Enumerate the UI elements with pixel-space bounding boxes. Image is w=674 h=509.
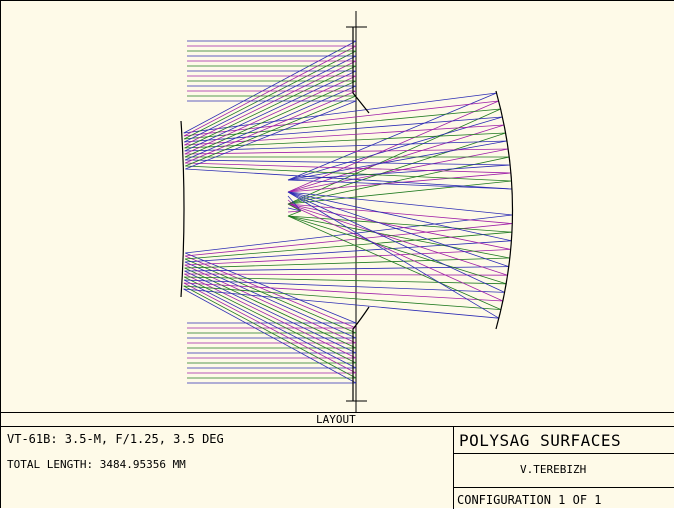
corrector-to-primary-ray (185, 100, 357, 170)
primary-to-tertiary-ray (184, 116, 503, 143)
tertiary-to-focus-ray (287, 92, 497, 181)
corrector-to-primary-ray (185, 90, 357, 164)
primary-to-tertiary-ray (185, 162, 511, 174)
primary-to-tertiary-ray (184, 273, 508, 276)
focus-ray (287, 207, 302, 212)
primary-to-tertiary-ray (184, 276, 507, 285)
primary-to-tertiary-ray (183, 288, 499, 319)
corrector-to-primary-ray (183, 288, 357, 384)
primary-to-tertiary-ray (183, 92, 497, 134)
primary-to-tertiary-ray (184, 132, 506, 149)
layout-separator-bottom (1, 426, 674, 427)
title-block-rule-2 (453, 487, 674, 488)
focus-ray (287, 203, 302, 212)
tertiary-to-focus-ray (287, 132, 506, 205)
tertiary-to-focus-ray (287, 203, 511, 250)
title-block-title: POLYSAG SURFACES (459, 431, 622, 450)
tertiary-to-focus-ray (287, 215, 512, 233)
corrector-to-primary-ray (184, 55, 357, 143)
tertiary-to-focus-ray (287, 140, 508, 181)
tertiary-to-focus-ray (287, 191, 512, 242)
corrector-bottom (352, 306, 370, 401)
corrector-to-primary-ray (184, 70, 357, 152)
author-text: V.TEREBIZH (520, 463, 587, 476)
tertiary-to-focus-ray (287, 203, 513, 224)
primary-to-tertiary-ray (184, 279, 505, 293)
primary-to-tertiary-ray (184, 140, 507, 152)
primary-to-tertiary-ray (185, 214, 513, 254)
corrector-to-primary-ray (184, 261, 357, 339)
corrector-to-primary-ray (183, 282, 357, 374)
primary-to-tertiary-ray (184, 148, 509, 155)
corrector-to-primary-ray (184, 273, 357, 359)
tertiary-to-focus-ray (287, 191, 509, 267)
primary-to-tertiary-ray (184, 266, 509, 272)
system-spec-text: VT-61B: 3.5-M, F/1.25, 3.5 DEG (7, 432, 224, 446)
tertiary-to-focus-ray (287, 203, 508, 276)
tertiary-to-focus-ray (287, 100, 499, 193)
corrector-to-primary-ray (184, 75, 357, 155)
tertiary-to-focus-ray (287, 179, 513, 190)
tertiary-to-focus-ray (287, 215, 507, 285)
optical-layout-plot (180, 11, 514, 412)
ray-bundles (183, 40, 513, 384)
corrector-to-primary-ray (184, 276, 357, 364)
tertiary-to-focus-ray (287, 191, 505, 293)
layout-label: LAYOUT (316, 413, 356, 426)
tertiary-to-focus-ray (287, 215, 502, 310)
total-length-text: TOTAL LENGTH: 3484.95356 MM (7, 458, 186, 471)
tertiary-to-focus-ray (287, 191, 500, 319)
corrector-to-primary-ray (184, 258, 357, 334)
primary-to-tertiary-ray (184, 249, 511, 266)
primary-to-tertiary-ray (184, 257, 510, 269)
tertiary-to-focus-ray (287, 108, 501, 205)
tertiary-mirror (495, 90, 514, 330)
primary-to-tertiary-ray (185, 159, 511, 166)
corrector-to-primary-ray (183, 285, 357, 379)
configuration-text: CONFIGURATION 1 OF 1 (457, 493, 602, 507)
tertiary-to-focus-ray (287, 124, 505, 193)
corrector-to-primary-ray (184, 60, 357, 146)
focus-ray (287, 199, 302, 212)
corrector-to-primary-ray (185, 95, 357, 167)
primary-to-tertiary-ray (184, 108, 501, 140)
tertiary-to-focus-ray (287, 156, 510, 205)
tertiary-to-focus-ray (287, 148, 509, 193)
primary-to-tertiary-ray (184, 231, 512, 260)
primary-to-tertiary-ray (183, 282, 503, 302)
corrector-to-primary-ray (184, 65, 357, 149)
title-block-rule-1 (453, 453, 674, 454)
primary-to-tertiary-ray (184, 124, 505, 146)
focus-ray (287, 195, 302, 212)
layout-separator-top (1, 412, 674, 413)
primary-to-tertiary-ray (185, 168, 513, 190)
primary-to-tertiary-ray (185, 165, 512, 182)
corrector-to-primary-ray (184, 85, 357, 161)
corrector-top (352, 27, 370, 114)
focus-ray (287, 210, 302, 217)
tertiary-to-focus-ray (287, 191, 513, 216)
focus-ray (287, 210, 302, 213)
corrector-to-primary-ray (183, 50, 357, 140)
tertiary-to-focus-ray (287, 215, 510, 259)
corrector-to-primary-ray (184, 80, 357, 158)
corrector-to-primary-ray (183, 279, 357, 369)
primary-mirror (180, 120, 185, 298)
title-block-divider (453, 426, 454, 509)
tertiary-to-focus-ray (287, 203, 504, 302)
primary-to-tertiary-ray (184, 240, 512, 263)
primary-to-tertiary-ray (183, 285, 501, 310)
corrector-to-primary-ray (184, 255, 357, 329)
